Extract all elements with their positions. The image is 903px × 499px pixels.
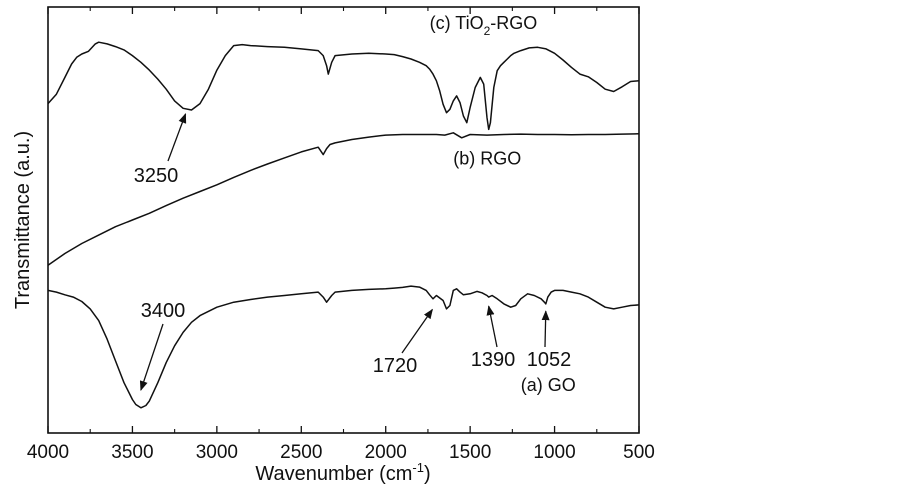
series-label-2: (a) GO	[521, 375, 576, 395]
x-tick-label: 1000	[533, 442, 575, 463]
peak-arrow	[139, 323, 164, 392]
peak-arrow	[486, 305, 498, 348]
series-label-part: (c) TiO	[430, 13, 484, 33]
series-line-2	[47, 285, 640, 409]
peak-label: 1390	[471, 349, 516, 371]
peak-annotations: 3250 3400 1720 1390 1052	[134, 113, 572, 392]
x-axis-title-superscript: -1	[412, 460, 424, 475]
y-axis-title: Transmittance (a.u.)	[12, 131, 34, 309]
x-axis-ticks	[47, 7, 640, 433]
series-group	[47, 41, 640, 409]
series-label-part: (b) RGO	[453, 149, 521, 169]
peak-arrow	[167, 113, 187, 162]
peak-label: 3400	[141, 300, 186, 322]
peak-label: 1720	[373, 355, 418, 377]
series-label-part: (a) GO	[521, 375, 576, 395]
peak-label: 1052	[527, 349, 572, 371]
series-line-0	[47, 41, 640, 131]
x-tick-label: 1500	[449, 442, 491, 463]
series-label-0: (c) TiO2-RGO	[430, 13, 538, 38]
series-line-1	[47, 132, 640, 266]
x-tick-label: 2500	[280, 442, 322, 463]
x-tick-label: 3000	[196, 442, 238, 463]
series-labels: (c) TiO2-RGO (b) RGO (a) GO	[430, 13, 576, 395]
x-tick-label: 2000	[365, 442, 407, 463]
x-tick-label: 500	[623, 442, 655, 463]
series-label-part: 2	[484, 24, 491, 38]
peak-arrow	[541, 310, 550, 348]
peak-label: 3250	[134, 165, 179, 187]
x-tick-label: 4000	[27, 442, 69, 463]
x-axis-title-close: )	[424, 463, 431, 485]
peak-arrow	[401, 308, 433, 354]
x-axis-title-main: Wavenumber (cm	[255, 463, 412, 485]
series-label-1: (b) RGO	[453, 149, 521, 169]
x-axis-title: Wavenumber (cm-1)	[255, 460, 430, 485]
x-axis-tick-labels: 4000 3500 3000 2500 2000 1500 1000 500	[27, 442, 655, 463]
series-label-part: -RGO	[490, 13, 537, 33]
x-tick-label: 3500	[111, 442, 153, 463]
